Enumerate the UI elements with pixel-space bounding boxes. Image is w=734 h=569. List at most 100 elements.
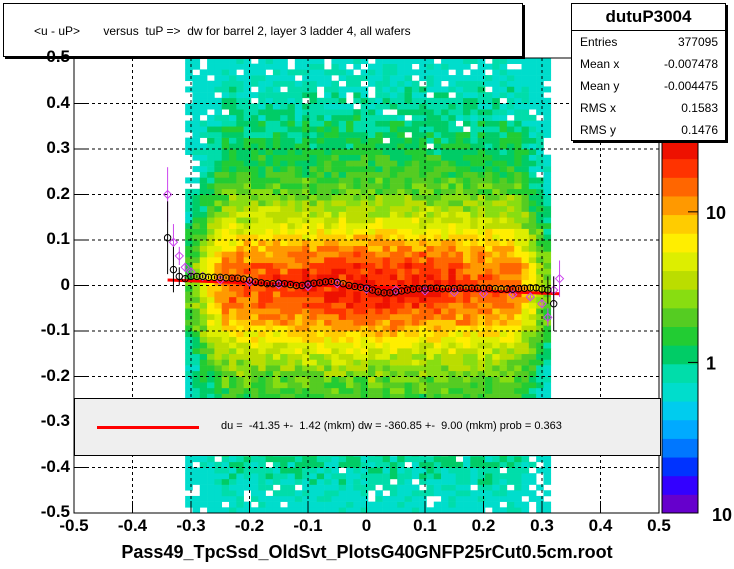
heatmap-cell <box>272 473 281 480</box>
heatmap-cell <box>477 296 486 303</box>
heatmap-cell <box>382 393 391 400</box>
heatmap-cell <box>272 370 281 377</box>
heatmap-cell <box>492 160 500 167</box>
heatmap-cell <box>265 353 274 360</box>
heatmap-cell <box>492 359 500 366</box>
heatmap-cell <box>514 154 522 161</box>
heatmap-cell <box>397 251 405 258</box>
heatmap-cell <box>316 63 325 70</box>
heatmap-cell <box>375 228 383 235</box>
heatmap-cell <box>294 257 303 264</box>
heatmap-cell <box>367 348 376 355</box>
heatmap-cell <box>185 319 193 326</box>
heatmap-cell <box>338 240 347 246</box>
heatmap-cell <box>199 268 208 275</box>
heatmap-cell <box>382 501 391 508</box>
heatmap-cell <box>463 120 471 127</box>
heatmap-cell <box>258 484 266 491</box>
heatmap-cell <box>214 285 223 292</box>
heatmap-cell <box>324 473 332 480</box>
heatmap-cell <box>192 154 201 161</box>
heatmap-cell <box>506 456 515 463</box>
heatmap-cell <box>338 222 347 229</box>
heatmap-cell <box>463 143 471 150</box>
heatmap-cell <box>492 456 500 463</box>
heatmap-cell <box>346 245 354 252</box>
heatmap-cell <box>521 86 530 93</box>
heatmap-cell <box>484 183 493 190</box>
profile-black-point <box>275 279 283 287</box>
heatmap-cell <box>287 365 296 372</box>
heatmap-cell <box>477 507 486 514</box>
heatmap-cell <box>506 194 515 201</box>
heatmap-cell <box>463 103 471 110</box>
heatmap-cell <box>287 348 296 355</box>
heatmap-cell <box>294 382 303 389</box>
heatmap-cell <box>419 86 427 93</box>
heatmap-cell <box>316 211 325 218</box>
heatmap-cell <box>243 473 252 480</box>
heatmap-cell <box>324 222 332 229</box>
heatmap-cell <box>419 194 427 201</box>
heatmap-cell <box>455 302 464 309</box>
heatmap-cell <box>543 365 552 372</box>
heatmap-cell <box>316 495 325 502</box>
heatmap-cell <box>514 143 522 150</box>
heatmap-cell <box>294 456 303 463</box>
heatmap-cell <box>514 183 522 190</box>
heatmap-cell <box>353 336 361 343</box>
heatmap-cell <box>199 285 208 292</box>
heatmap-cell <box>229 456 237 463</box>
heatmap-cell <box>499 63 508 70</box>
heatmap-cell <box>243 478 252 485</box>
heatmap-cell <box>528 217 537 224</box>
heatmap-cell <box>463 86 471 93</box>
heatmap-cell <box>463 166 471 173</box>
heatmap-cell <box>536 325 544 332</box>
heatmap-cell <box>506 461 515 468</box>
heatmap-cell <box>382 97 391 104</box>
heatmap-cell <box>397 228 405 235</box>
heatmap-cell <box>346 222 354 229</box>
heatmap-cell <box>258 291 266 298</box>
heatmap-cell <box>521 331 530 337</box>
heatmap-cell <box>419 370 427 377</box>
heatmap-cell <box>543 114 552 121</box>
heatmap-cell <box>455 490 464 497</box>
heatmap-cell <box>419 319 427 326</box>
heatmap-cell <box>492 501 500 508</box>
heatmap-cell <box>455 495 464 502</box>
heatmap-cell <box>470 200 478 207</box>
heatmap-cell <box>455 257 464 264</box>
heatmap-cell <box>492 131 500 138</box>
heatmap-cell <box>265 86 274 93</box>
profile-black-point <box>485 284 494 292</box>
heatmap-cell <box>229 387 237 394</box>
heatmap-cell <box>272 126 281 133</box>
heatmap-cell <box>528 319 537 326</box>
heatmap-cell <box>280 319 288 326</box>
heatmap-cell <box>506 353 515 360</box>
heatmap-cell <box>419 291 427 298</box>
heatmap-cell <box>185 217 193 224</box>
heatmap-cell <box>506 296 515 303</box>
heatmap-cell <box>411 387 420 394</box>
heatmap-cell <box>316 143 325 150</box>
heatmap-cell <box>514 490 522 497</box>
heatmap-cell <box>309 228 318 235</box>
heatmap-cell <box>411 262 420 269</box>
heatmap-cell <box>346 490 354 497</box>
heatmap-cell <box>514 308 522 315</box>
heatmap-cell <box>448 211 457 218</box>
heatmap-cell <box>250 160 259 167</box>
heatmap-cell <box>338 120 347 127</box>
heatmap-cell <box>404 382 413 389</box>
heatmap-cell <box>280 507 288 514</box>
heatmap-cell <box>294 194 303 201</box>
heatmap-cell <box>506 274 515 281</box>
heatmap-cell <box>309 160 318 167</box>
heatmap-cell <box>543 336 552 343</box>
heatmap-cell <box>331 166 340 173</box>
heatmap-cell <box>499 234 508 241</box>
profile-black-point <box>163 234 172 242</box>
